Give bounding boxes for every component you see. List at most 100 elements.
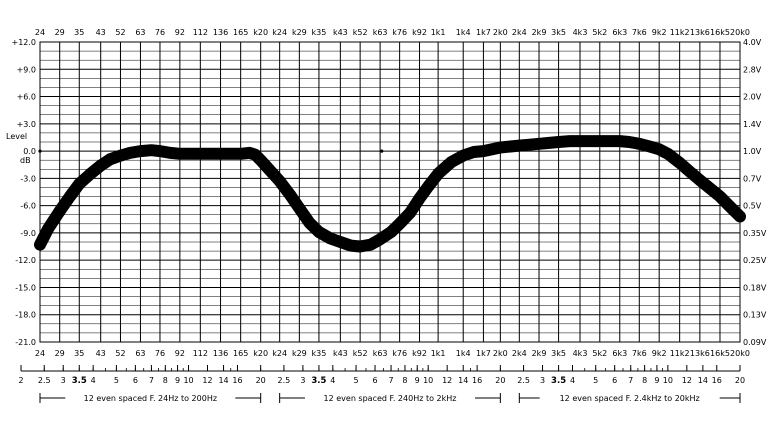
x-top-label-76: 76 (155, 28, 165, 37)
data-point (574, 135, 586, 147)
log-scale-label-10: 10 (663, 376, 673, 385)
x-top-label-52: 52 (115, 28, 125, 37)
band-label-bg (305, 392, 475, 404)
frequency-band-annotations: 12 even spaced F. 24Hz to 200Hz 12 even s… (39, 392, 741, 404)
data-point (524, 139, 536, 151)
response-curve-series (34, 135, 746, 253)
data-point (284, 189, 296, 201)
data-point (468, 146, 480, 158)
x-bottom-label-k29: k29 (292, 349, 307, 358)
x-bottom-label-k35: k35 (312, 349, 327, 358)
log-scale-label-3-5: 3.5 (72, 376, 87, 386)
y-left-label-6-0: -6.0 (20, 202, 36, 211)
data-point (114, 150, 126, 162)
x-top-label-13k6: 13k6 (690, 28, 710, 37)
plot-frame (39, 41, 741, 343)
data-point (594, 135, 606, 147)
x-top-label-112: 112 (193, 28, 208, 37)
x-bottom-label-16k5: 16k5 (710, 349, 730, 358)
log-scale-label-5: 5 (593, 376, 598, 385)
log-scale-label-16: 16 (472, 376, 482, 385)
log-scale-label-20: 20 (256, 376, 266, 385)
log-scale-label-2-5: 2.5 (517, 376, 530, 385)
data-point (653, 143, 665, 155)
y-left-label-0-0: 0.0 (23, 147, 36, 156)
log-scale-label-12: 12 (202, 376, 212, 385)
log-scale-label-5: 5 (354, 376, 359, 385)
x-bottom-label-k63: k63 (373, 349, 388, 358)
x-top-label-k24: k24 (272, 28, 287, 37)
data-point (553, 136, 565, 148)
x-top-label-92: 92 (175, 28, 185, 37)
log-scale-label-20: 20 (495, 376, 505, 385)
log-scale-label-6: 6 (133, 376, 138, 385)
x-top-label-2k4: 2k4 (512, 28, 527, 37)
log-scale-label-3-5: 3.5 (551, 376, 566, 386)
y-left-label-18-0: -18.0 (15, 311, 36, 320)
x-bottom-label-11k2: 11k2 (670, 349, 690, 358)
log-scale-label-8: 8 (163, 376, 168, 385)
log-scale-label-9: 9 (175, 376, 180, 385)
data-point (704, 182, 716, 194)
data-point (504, 141, 516, 153)
band-label: 12 even spaced F. 24Hz to 200Hz (84, 394, 217, 403)
x-top-label-3k5: 3k5 (551, 28, 566, 37)
x-bottom-label-k20: k20 (253, 349, 268, 358)
x-top-label-k92: k92 (412, 28, 427, 37)
x-top-label-165: 165 (233, 28, 248, 37)
x-bottom-label-76: 76 (155, 349, 165, 358)
x-bottom-label-4k3: 4k3 (573, 349, 588, 358)
x-bottom-label-20k0: 20k0 (730, 349, 750, 358)
y-left-label-3-0: +3.0 (17, 120, 36, 129)
log-scale-label-12: 12 (442, 376, 452, 385)
x-bottom-label-k92: k92 (412, 349, 427, 358)
data-point (304, 217, 316, 229)
x-top-label-k20: k20 (253, 28, 268, 37)
log-scale-label-10: 10 (183, 376, 193, 385)
log-scale-label-5: 5 (114, 376, 119, 385)
data-point (145, 144, 157, 156)
y-left-label-9-0: +9.0 (17, 65, 36, 74)
data-point (564, 135, 576, 147)
x-bottom-label-52: 52 (115, 349, 125, 358)
data-point (293, 202, 305, 214)
y-left-label-6-0: +6.0 (17, 93, 36, 102)
data-point (354, 241, 366, 253)
x-bottom-label-1k7: 1k7 (476, 349, 491, 358)
band-label: 12 even spaced F. 240Hz to 2kHz (324, 394, 457, 403)
data-point (73, 178, 85, 190)
data-point (34, 239, 46, 251)
x-bottom-label-92: 92 (175, 349, 185, 358)
y-axis-label-db: dB (20, 156, 31, 165)
log-scale-label-14: 14 (218, 376, 228, 385)
x-bottom-label-k24: k24 (272, 349, 287, 358)
x-bottom-label-7k6: 7k6 (632, 349, 647, 358)
log-scale-label-2: 2 (18, 376, 23, 385)
x-bottom-label-9k2: 9k2 (652, 349, 667, 358)
log-scale-label-16: 16 (232, 376, 242, 385)
x-bottom-label-k52: k52 (353, 349, 368, 358)
x-top-label-43: 43 (96, 28, 106, 37)
data-point (194, 148, 206, 160)
data-point (414, 192, 426, 204)
data-point (623, 136, 635, 148)
data-point (374, 233, 386, 245)
band-2: 12 even spaced F. 240Hz to 2kHz (279, 392, 501, 404)
data-point (457, 150, 469, 162)
reference-marker-2 (380, 149, 384, 153)
x-top-tick-labels: 24 29 35 43 52 63 76 92 112 136 165 k20 k24 k29 k35 k43… (35, 28, 750, 37)
data-point (104, 153, 116, 165)
log-scale-label-14: 14 (698, 376, 708, 385)
data-point (477, 145, 489, 157)
x-top-label-9k2: 9k2 (652, 28, 667, 37)
data-point (85, 168, 97, 180)
x-bottom-label-k43: k43 (333, 349, 348, 358)
y-left-label-3-0: -3.0 (20, 174, 36, 183)
log-scale-label-2-5: 2.5 (38, 376, 51, 385)
x-bottom-label-43: 43 (96, 349, 106, 358)
x-bottom-label-1k1: 1k1 (431, 349, 446, 358)
data-point (154, 145, 166, 157)
data-point (385, 226, 397, 238)
reference-marker-1 (38, 149, 42, 153)
